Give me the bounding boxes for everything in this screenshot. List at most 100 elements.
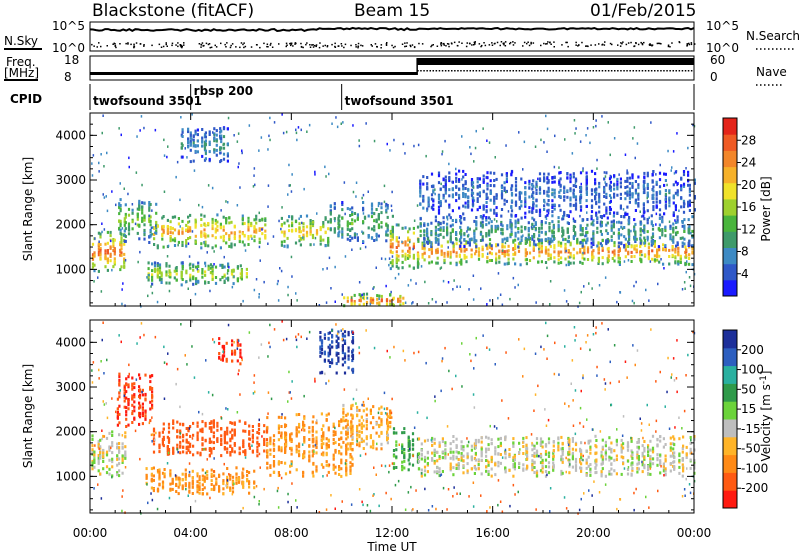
heatmap-cell [469, 146, 471, 149]
heatmap-cell [477, 253, 481, 257]
heatmap-cell [528, 240, 532, 244]
heatmap-cell [493, 211, 496, 215]
heatmap-cell [391, 237, 394, 241]
heatmap-cell [473, 232, 476, 236]
heatmap-cell [528, 206, 531, 210]
heatmap-cell [320, 463, 323, 467]
heatmap-cell [269, 473, 272, 477]
heatmap-cell [213, 137, 216, 141]
heatmap-cell [446, 252, 449, 256]
heatmap-cell [151, 262, 154, 266]
heatmap-cell [479, 232, 483, 236]
nsearch-point [410, 45, 412, 48]
heatmap-cell [380, 202, 383, 206]
heatmap-cell [467, 205, 470, 209]
heatmap-cell [655, 212, 658, 216]
heatmap-cell [233, 275, 235, 279]
heatmap-cell [302, 222, 305, 226]
nave-tick-bottom: 0 [710, 70, 718, 84]
heatmap-cell [389, 261, 392, 265]
heatmap-cell [561, 234, 564, 238]
heatmap-cell [147, 267, 150, 271]
heatmap-cell [569, 196, 572, 200]
heatmap-cell [298, 234, 301, 238]
heatmap-cell [533, 235, 536, 239]
heatmap-cell [569, 198, 572, 202]
heatmap-cell [305, 214, 309, 218]
heatmap-cell [458, 178, 461, 182]
heatmap-cell [188, 255, 191, 258]
heatmap-cell [239, 272, 242, 276]
heatmap-cell [180, 283, 183, 287]
heatmap-cell [616, 184, 619, 188]
nsearch-point [300, 45, 303, 48]
heatmap-cell [118, 206, 121, 210]
heatmap-cell [514, 245, 517, 249]
heatmap-cell [630, 255, 633, 259]
heatmap-cell [352, 124, 354, 127]
heatmap-cell [231, 475, 235, 479]
heatmap-cell [642, 183, 645, 187]
heatmap-cell [201, 144, 204, 148]
heatmap-cell [121, 454, 124, 458]
heatmap-cell [419, 224, 422, 228]
nave-point [614, 70, 616, 72]
heatmap-cell [149, 203, 152, 206]
heatmap-cell [290, 438, 293, 442]
heatmap-cell [569, 187, 572, 191]
heatmap-cell [643, 228, 646, 232]
heatmap-cell [136, 212, 139, 216]
heatmap-cell [459, 231, 462, 235]
heatmap-cell [619, 181, 622, 185]
heatmap-cell [207, 184, 210, 187]
heatmap-cell [385, 233, 388, 237]
heatmap-cell [650, 220, 653, 224]
heatmap-cell [184, 477, 187, 481]
nsearch-point [210, 46, 213, 49]
nsearch-point [357, 45, 360, 47]
nsearch-point [530, 41, 532, 44]
heatmap-cell [210, 428, 213, 432]
heatmap-cell [302, 453, 305, 457]
heatmap-cell [158, 276, 162, 280]
heatmap-cell [434, 215, 437, 219]
heatmap-cell [121, 458, 124, 462]
heatmap-cell [131, 397, 134, 401]
heatmap-cell [473, 238, 476, 242]
heatmap-cell [553, 180, 556, 184]
heatmap-cell [540, 221, 543, 225]
heatmap-cell [652, 196, 655, 200]
nsearch-point [98, 42, 100, 44]
heatmap-cell [102, 460, 105, 463]
heatmap-cell [533, 202, 535, 205]
heatmap-cell [389, 242, 392, 246]
heatmap-cell [647, 242, 650, 246]
heatmap-cell [189, 450, 192, 454]
heatmap-cell [242, 299, 244, 303]
nsearch-point [181, 45, 183, 48]
heatmap-cell [458, 196, 461, 200]
heatmap-cell [581, 219, 584, 223]
heatmap-cell [208, 454, 211, 458]
heatmap-cell [119, 207, 122, 211]
nave-point [509, 70, 511, 72]
heatmap-cell [467, 199, 470, 203]
heatmap-cell [448, 213, 451, 217]
heatmap-cell [222, 127, 226, 131]
nave-point [681, 70, 684, 72]
heatmap-cell [419, 229, 422, 233]
heatmap-cell [166, 255, 169, 258]
heatmap-cell [260, 136, 263, 139]
heatmap-cell [389, 245, 392, 249]
heatmap-cell [633, 225, 636, 229]
heatmap-cell [663, 172, 666, 176]
heatmap-cell [247, 216, 250, 220]
heatmap-cell [91, 461, 94, 465]
heatmap-cell [133, 382, 136, 386]
nsearch-point [198, 43, 201, 45]
heatmap-cell [303, 436, 306, 440]
heatmap-cell [510, 227, 513, 231]
heatmap-cell [421, 252, 424, 256]
heatmap-cell [286, 236, 289, 240]
heatmap-cell [653, 244, 656, 248]
